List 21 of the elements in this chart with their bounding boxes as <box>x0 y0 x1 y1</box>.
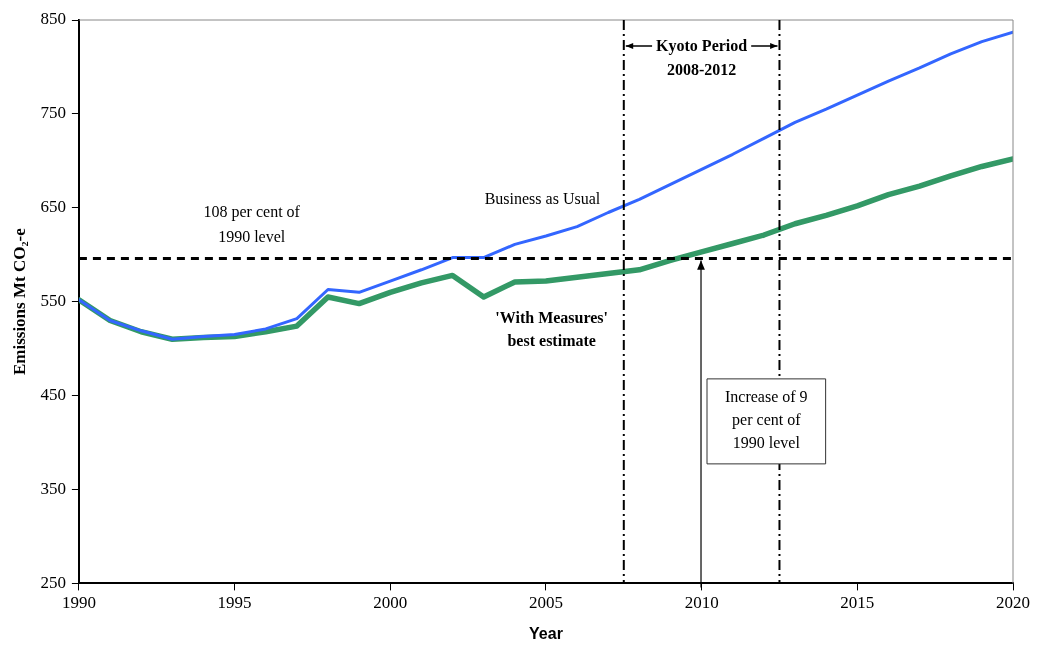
x-tick-label: 2020 <box>996 593 1030 613</box>
annotation: Increase of 9 per cent of 1990 level <box>725 387 808 451</box>
y-tick-label: 550 <box>40 291 66 311</box>
x-tick-label: 2010 <box>684 593 719 613</box>
series-label: Business as Usual <box>484 190 601 208</box>
x-tick-label: 1990 <box>61 593 96 613</box>
x-tick-label: 2005 <box>528 593 563 613</box>
y-axis-title: Emissions Mt CO₂-e <box>9 227 29 376</box>
series-label: 'With Measures' best estimate <box>495 309 609 350</box>
x-tick-label: 2000 <box>373 593 408 613</box>
ref-line-label: 108 per cent of 1990 level <box>203 202 301 245</box>
x-tick-label: 2015 <box>840 593 875 613</box>
y-tick-label: 350 <box>40 478 66 498</box>
y-tick-label: 450 <box>40 385 66 405</box>
x-tick-label: 1995 <box>217 593 252 613</box>
y-tick-label: 250 <box>40 572 66 592</box>
y-tick-label: 650 <box>40 197 66 217</box>
x-axis-title: Year <box>529 624 563 642</box>
ref-line-label: Kyoto Period 2008-2012 <box>656 37 748 78</box>
y-tick-label: 750 <box>40 103 66 123</box>
y-tick-label: 850 <box>40 9 66 29</box>
